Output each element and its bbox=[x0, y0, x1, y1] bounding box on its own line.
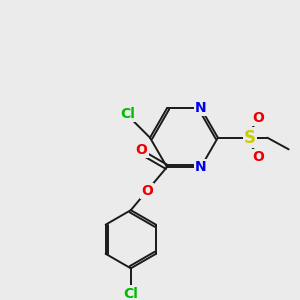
Text: O: O bbox=[136, 142, 148, 157]
Text: O: O bbox=[141, 184, 153, 198]
Text: S: S bbox=[244, 129, 256, 147]
Text: O: O bbox=[253, 150, 265, 164]
Text: Cl: Cl bbox=[121, 107, 136, 121]
Text: O: O bbox=[253, 111, 265, 125]
Text: Cl: Cl bbox=[123, 286, 138, 300]
Text: N: N bbox=[195, 101, 207, 115]
Text: N: N bbox=[195, 160, 207, 174]
